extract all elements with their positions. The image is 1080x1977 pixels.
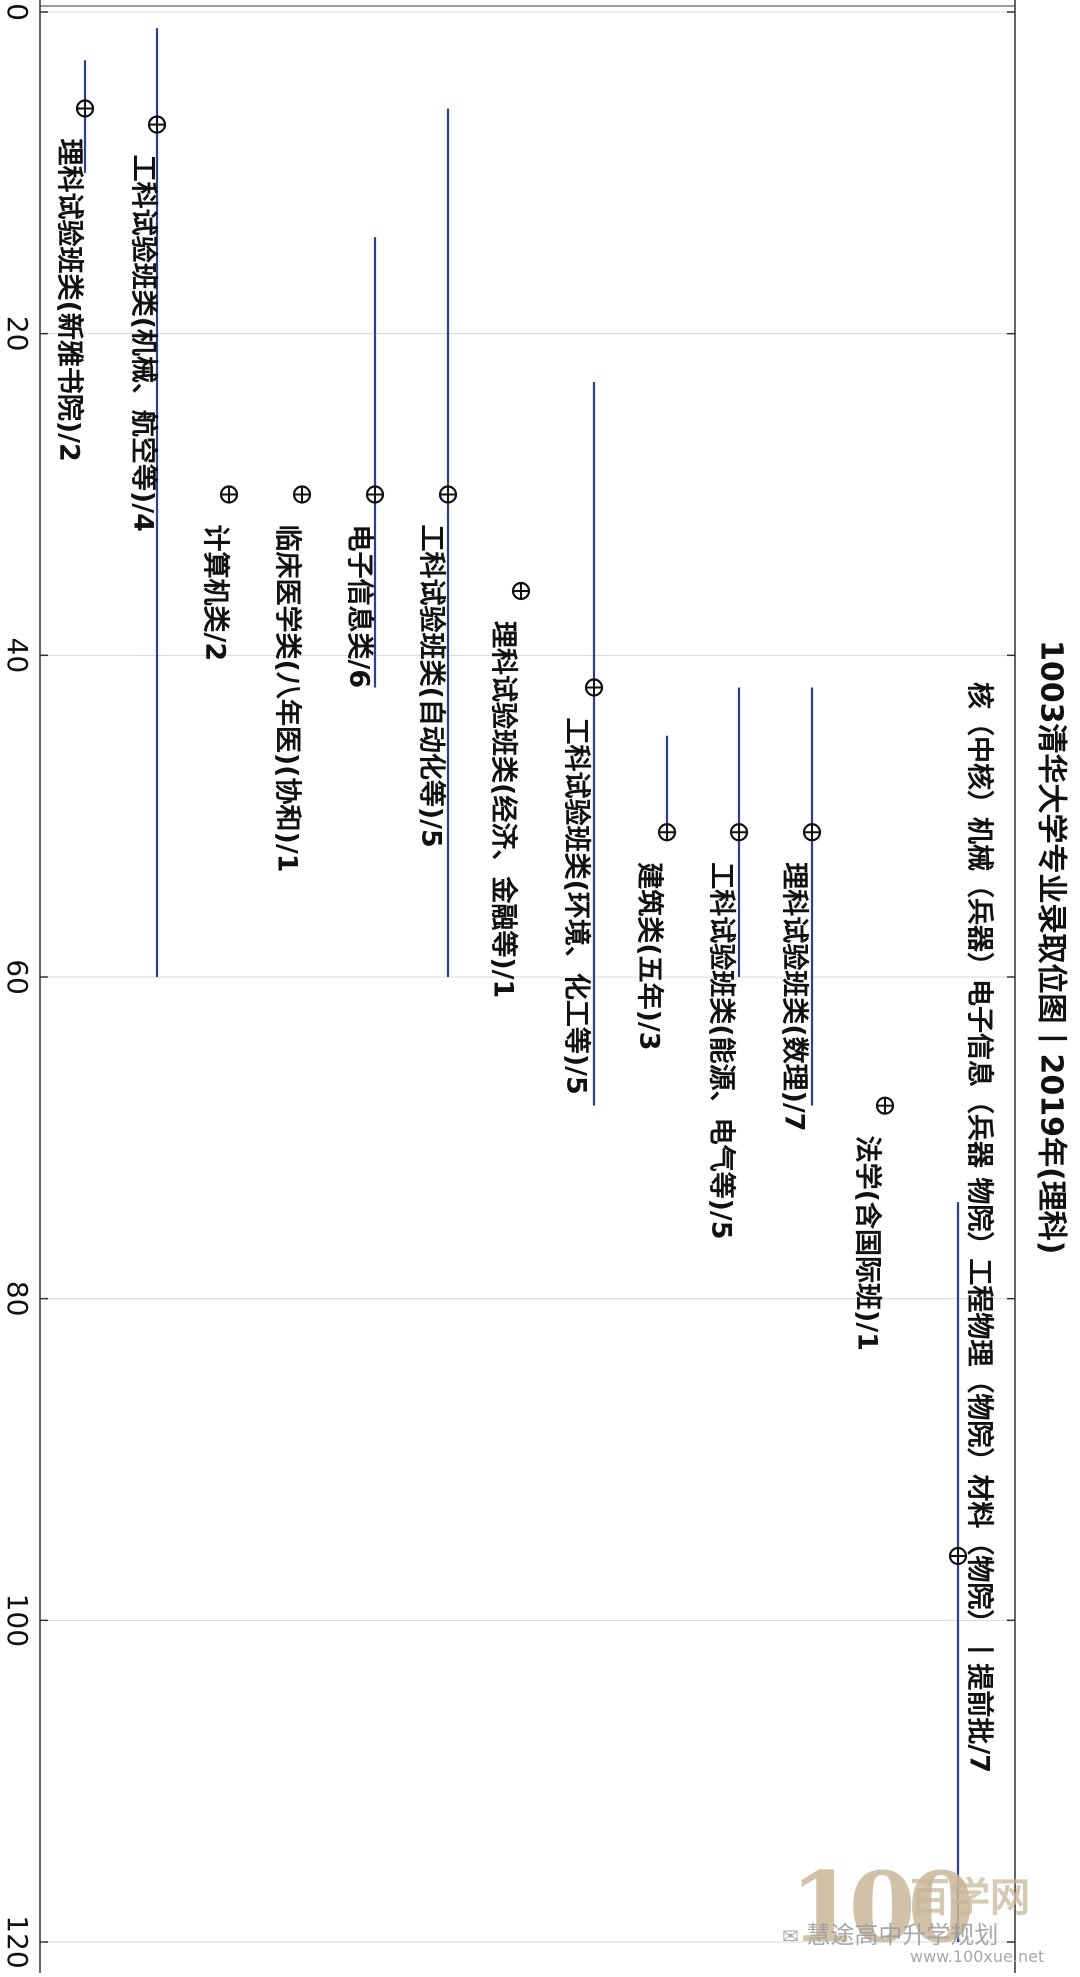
watermark-site-name: 百学网 xyxy=(910,1875,1030,1921)
series-label: 工科试验班类(能源、电气等)/5 xyxy=(706,862,738,1239)
series-item: 工科试验班类(能源、电气等)/5 xyxy=(706,687,749,1240)
series-label: 建筑类(五年)/3 xyxy=(634,862,666,1050)
series-label: 工科试验班类(自动化等)/5 xyxy=(416,525,448,848)
series-label: 理科试验班类(新雅书院)/2 xyxy=(54,139,86,462)
series-label: 理科试验班类(经济、金融等)/1 xyxy=(488,621,520,998)
series-item: 计算机类/2 xyxy=(200,485,239,662)
series-item: 核（中核）机械（兵器）电子信息（兵器 物院）工程物理（物院）材料（物院）丨提前批… xyxy=(948,682,996,1942)
grid-layer xyxy=(40,11,1015,1943)
series-label: 理科试验班类(数理)/7 xyxy=(779,862,811,1131)
tick-label: 60 xyxy=(1,959,34,995)
series-label: 计算机类/2 xyxy=(200,525,232,662)
watermark-account: ✉ 慧途高中升学规划 xyxy=(782,1915,998,1950)
axis-layer: 0 20 40 60 80 100 120 xyxy=(1,0,1016,1973)
series-label: 临床医学类(八年医)(协和)/1 xyxy=(272,525,304,873)
wechat-icon: ✉ xyxy=(782,1924,799,1948)
chart-title: 1003清华大学专业录取位图丨2019年(理科) xyxy=(1034,640,1069,1254)
series-item: 理科试验班类(新雅书院)/2 xyxy=(54,60,95,462)
series-label: 核（中核）机械（兵器）电子信息（兵器 物院）工程物理（物院）材料（物院）丨提前批… xyxy=(964,682,996,1773)
series-item: 法学(含国际班)/1 xyxy=(852,1096,895,1351)
series-item: 工科试验班类(自动化等)/5 xyxy=(416,108,458,977)
watermark: 100 百学网 ✉ 慧途高中升学规划 www.100xue.net xyxy=(782,1851,1070,1966)
series-label: 工科试验班类(机械、航空等)/4 xyxy=(128,155,160,532)
series-item: 临床医学类(八年医)(协和)/1 xyxy=(272,485,312,873)
series-label: 工科试验班类(环境、化工等)/5 xyxy=(561,718,593,1095)
series-item: 理科试验班类(经济、金融等)/1 xyxy=(488,581,531,998)
watermark-url: www.100xue.net xyxy=(910,1947,1045,1966)
series-item: 工科试验班类(环境、化工等)/5 xyxy=(561,381,604,1106)
watermark-logo: 100 xyxy=(790,1851,974,1964)
series-label: 电子信息类/6 xyxy=(344,525,376,689)
tick-label: 100 xyxy=(1,1594,34,1647)
series-item: 工科试验班类(机械、航空等)/4 xyxy=(128,28,167,977)
tick-label: 120 xyxy=(1,1915,34,1968)
series-item: 理科试验班类(数理)/7 xyxy=(779,687,822,1132)
series-layer: 理科试验班类(新雅书院)/2 工科试验班类(机械、航空等)/4 计算机类/2 临床医学… xyxy=(54,28,996,1942)
series-item: 建筑类(五年)/3 xyxy=(634,735,677,1051)
series-item: 电子信息类/6 xyxy=(344,237,385,689)
tick-label: 40 xyxy=(1,638,34,674)
watermark-account-text: 慧途高中升学规划 xyxy=(806,1921,999,1949)
tick-label: 0 xyxy=(1,3,34,21)
tick-label: 80 xyxy=(1,1281,34,1317)
series-label: 法学(含国际班)/1 xyxy=(852,1136,884,1351)
tick-label: 20 xyxy=(1,316,34,352)
